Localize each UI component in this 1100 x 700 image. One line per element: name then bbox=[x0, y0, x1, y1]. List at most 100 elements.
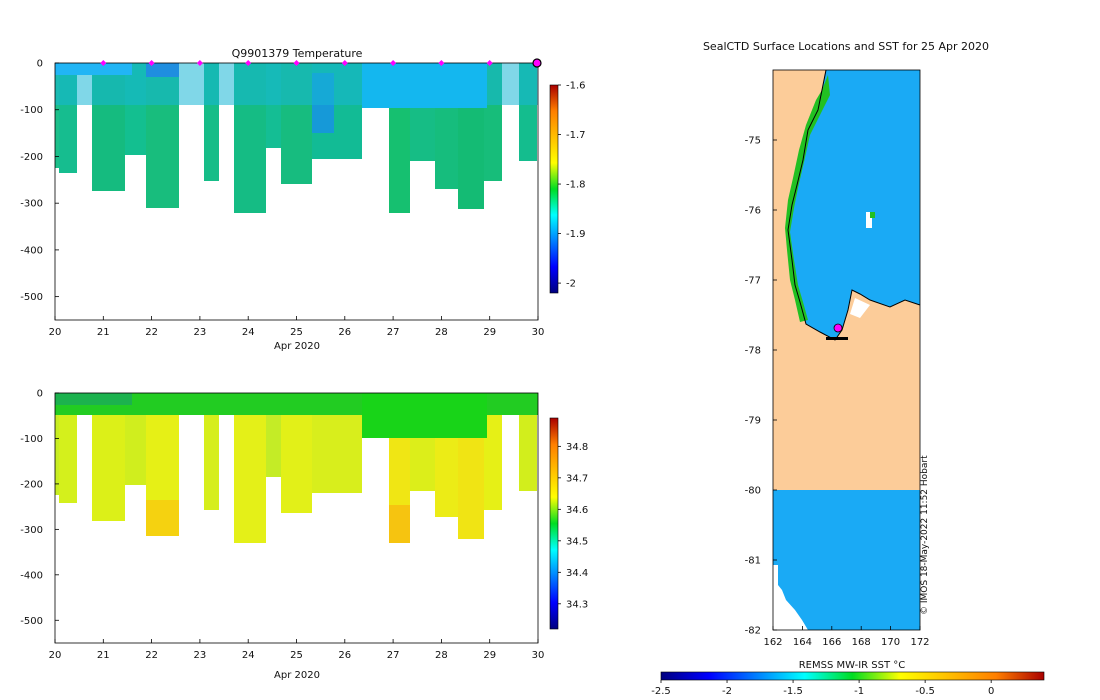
x-tick-label: 26 bbox=[338, 327, 351, 338]
salinity-x-ticks: 20 21 22 23 24 25 26 27 28 29 30 bbox=[49, 639, 545, 661]
last-profile-marker bbox=[532, 58, 542, 68]
sal-cell bbox=[59, 393, 77, 503]
map-y-tick-label: -75 bbox=[745, 136, 761, 147]
map-colorbar-tick-label: -2.5 bbox=[651, 686, 671, 697]
temperature-title: Q9901379 Temperature bbox=[232, 47, 363, 60]
y-tick-label: 0 bbox=[37, 59, 43, 70]
colorbar-tick-label: 34.4 bbox=[566, 568, 588, 579]
colorbar-tick-label: -1.6 bbox=[566, 81, 586, 92]
y-tick-label: -300 bbox=[20, 525, 43, 536]
map-x-tick-label: 168 bbox=[852, 637, 871, 648]
sal-cell bbox=[234, 393, 266, 543]
sal-cell bbox=[125, 393, 146, 485]
x-tick-label: 22 bbox=[145, 327, 158, 338]
map-x-tick-label: 170 bbox=[881, 637, 900, 648]
map-colorbar-tick-label: -1.5 bbox=[783, 686, 803, 697]
colorbar-tick-label: 34.6 bbox=[566, 505, 588, 516]
salinity-panel: 20 21 22 23 24 25 26 27 28 29 30 0 -100 -200 -300 -400… bbox=[20, 389, 588, 682]
sea-sst-area bbox=[788, 70, 920, 340]
x-tick-label: 24 bbox=[242, 327, 255, 338]
map-x-tick-label: 164 bbox=[793, 637, 812, 648]
southern-sst-area bbox=[773, 490, 920, 630]
sal-cell bbox=[519, 393, 537, 491]
y-tick-label: -500 bbox=[20, 616, 43, 627]
colorbar-tick-label: -2 bbox=[566, 279, 576, 290]
map-y-tick-label: -82 bbox=[745, 626, 761, 637]
x-tick-label: 29 bbox=[483, 327, 496, 338]
y-tick-label: -400 bbox=[20, 245, 43, 256]
y-tick-label: 0 bbox=[37, 389, 43, 400]
map-x-ticks: 162 164 166 168 170 172 bbox=[763, 626, 930, 648]
y-tick-label: -400 bbox=[20, 570, 43, 581]
y-tick-label: -300 bbox=[20, 199, 43, 210]
map-y-tick-label: -81 bbox=[745, 556, 761, 567]
map-title: SealCTD Surface Locations and SST for 25… bbox=[703, 40, 989, 53]
x-tick-label: 30 bbox=[532, 327, 545, 338]
profile-marker bbox=[100, 60, 107, 66]
profile-marker bbox=[341, 60, 348, 66]
y-tick-label: -100 bbox=[20, 105, 43, 116]
map-y-ticks: -75 -76 -77 -78 -79 -80 -81 -82 bbox=[745, 136, 777, 637]
map-colorbar-tick-label: -1 bbox=[854, 686, 864, 697]
map-x-tick-label: 162 bbox=[763, 637, 782, 648]
temp-cell bbox=[362, 63, 487, 108]
map-y-tick-label: -80 bbox=[745, 486, 761, 497]
temp-cell bbox=[55, 63, 132, 75]
credit-text: © IMOS 18-May-2022 11:52 Hobart bbox=[920, 455, 930, 615]
y-tick-label: -200 bbox=[20, 479, 43, 490]
y-tick-label: -100 bbox=[20, 434, 43, 445]
sst-map-panel: SealCTD Surface Locations and SST for 25… bbox=[651, 40, 1045, 697]
map-x-tick-label: 172 bbox=[910, 637, 929, 648]
map-colorbar-tick-label: -2 bbox=[722, 686, 732, 697]
ice-shelf-edge bbox=[773, 565, 808, 630]
colorbar-tick-label: 34.5 bbox=[566, 536, 588, 547]
x-tick-label: 27 bbox=[387, 650, 400, 661]
map-y-tick-label: -79 bbox=[745, 416, 761, 427]
x-tick-label: 24 bbox=[242, 650, 255, 661]
x-tick-label: 21 bbox=[97, 327, 110, 338]
coastline bbox=[787, 69, 921, 341]
x-tick-label: 23 bbox=[194, 327, 207, 338]
temperature-xlabel: Apr 2020 bbox=[274, 341, 320, 352]
profile-marker bbox=[486, 60, 493, 66]
profile-marker bbox=[390, 60, 397, 66]
temperature-panel: Q9901379 Temperature 20 21 22 2 bbox=[20, 47, 585, 352]
x-tick-label: 28 bbox=[435, 650, 448, 661]
y-tick-label: -500 bbox=[20, 292, 43, 303]
x-tick-label: 28 bbox=[435, 327, 448, 338]
x-tick-label: 20 bbox=[49, 650, 62, 661]
salinity-cells bbox=[55, 393, 538, 543]
x-tick-label: 30 bbox=[532, 650, 545, 661]
coast-green-strip bbox=[870, 212, 875, 218]
map-colorbar-ticks: -2.5 -2 -1.5 -1 -0.5 0 bbox=[651, 680, 994, 697]
colorbar-tick-label: 34.3 bbox=[566, 599, 588, 610]
sal-cell bbox=[362, 393, 487, 438]
profile-marker bbox=[245, 60, 252, 66]
y-tick-label: -200 bbox=[20, 152, 43, 163]
profile-marker bbox=[438, 60, 445, 66]
colorbar-tick-label: 34.7 bbox=[566, 473, 588, 484]
colorbar-tick-label: -1.9 bbox=[566, 229, 586, 240]
map-x-tick-label: 166 bbox=[822, 637, 841, 648]
salinity-colorbar-ticks: 34.8 34.7 34.6 34.5 34.4 34.3 bbox=[558, 442, 588, 610]
map-y-tick-label: -76 bbox=[745, 206, 761, 217]
sal-cell bbox=[484, 393, 502, 510]
temperature-colorbar bbox=[549, 84, 559, 294]
map-colorbar bbox=[660, 671, 1045, 681]
salinity-colorbar bbox=[549, 417, 559, 630]
colorbar-tick-label: -1.7 bbox=[566, 130, 586, 141]
ice-gap bbox=[850, 298, 870, 318]
temperature-cells bbox=[55, 63, 538, 213]
map-colorbar-tick-label: -0.5 bbox=[915, 686, 935, 697]
x-tick-label: 23 bbox=[194, 650, 207, 661]
temperature-x-ticks: 20 21 22 23 24 25 26 27 28 29 30 bbox=[49, 316, 545, 338]
map-colorbar-tick-label: 0 bbox=[988, 686, 994, 697]
x-tick-label: 25 bbox=[290, 327, 303, 338]
float-surface-location bbox=[833, 323, 843, 333]
sal-cell bbox=[204, 393, 219, 510]
profile-marker bbox=[293, 60, 300, 66]
sal-cell bbox=[55, 393, 59, 495]
x-tick-label: 27 bbox=[387, 327, 400, 338]
temperature-y-ticks: 0 -100 -200 -300 -400 -500 bbox=[20, 59, 59, 303]
